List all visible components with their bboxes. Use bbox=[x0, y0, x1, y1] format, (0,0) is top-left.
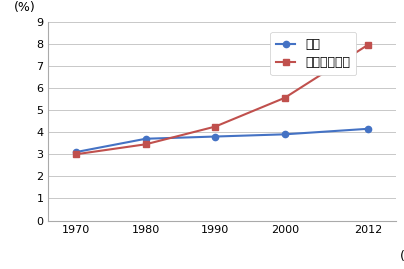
Text: (연도): (연도) bbox=[400, 250, 404, 263]
Legend: 수계, 불투수면적률: 수계, 불투수면적률 bbox=[270, 32, 356, 75]
수계 bbox=[366, 127, 370, 130]
불투수면적률 bbox=[282, 96, 287, 100]
불투수면적률 bbox=[143, 143, 148, 146]
수계 bbox=[213, 135, 218, 138]
불투수면적률 bbox=[213, 125, 218, 128]
Line: 수계: 수계 bbox=[73, 126, 371, 155]
Text: (%): (%) bbox=[14, 1, 36, 13]
불투수면적률 bbox=[366, 43, 370, 46]
수계 bbox=[74, 150, 79, 154]
수계 bbox=[282, 133, 287, 136]
Line: 불투수면적률: 불투수면적률 bbox=[73, 42, 371, 157]
불투수면적률 bbox=[74, 153, 79, 156]
수계 bbox=[143, 137, 148, 140]
